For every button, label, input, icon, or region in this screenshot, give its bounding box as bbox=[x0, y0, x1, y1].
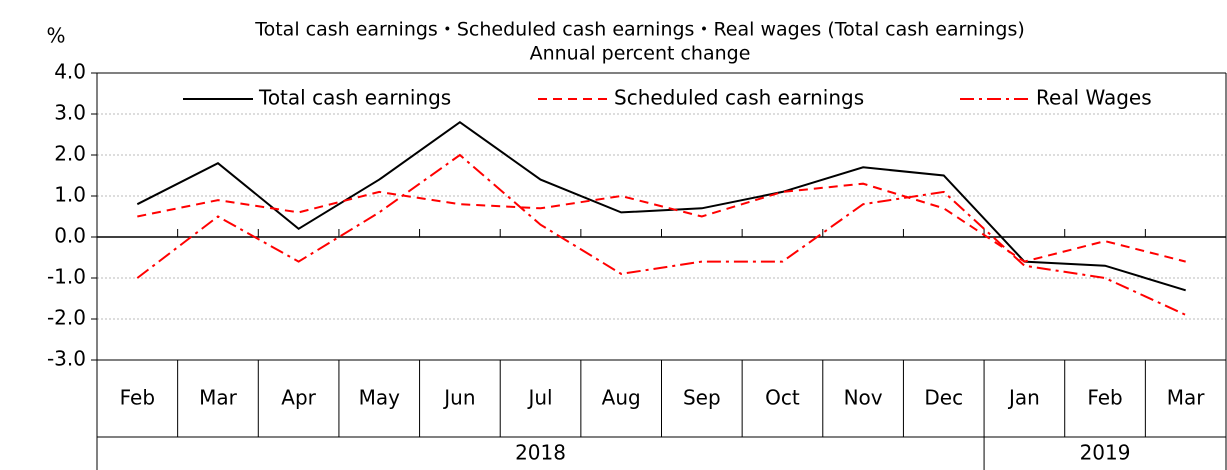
x-tick-label: Sep bbox=[683, 386, 721, 410]
series-line bbox=[136, 120, 1186, 292]
x-tick-label: Feb bbox=[1087, 386, 1122, 410]
x-tick-label: Mar bbox=[199, 386, 238, 410]
x-tick-label: Feb bbox=[120, 386, 155, 410]
legend-label: Total cash earnings bbox=[258, 86, 451, 110]
y-tick-label: 0.0 bbox=[54, 224, 86, 248]
x-tick-label: Dec bbox=[924, 386, 963, 410]
x-tick-label: Aug bbox=[602, 386, 641, 410]
series-line bbox=[136, 153, 1187, 316]
y-tick-label: 2.0 bbox=[54, 142, 86, 166]
series-line bbox=[137, 182, 1186, 263]
legend-label: Real Wages bbox=[1036, 86, 1152, 110]
chart-subtitle: Annual percent change bbox=[530, 43, 751, 65]
y-tick-label: 4.0 bbox=[54, 60, 86, 84]
x-tick-label: Jan bbox=[1007, 386, 1040, 410]
x-tick-label: Mar bbox=[1167, 386, 1206, 410]
y-tick-label: 3.0 bbox=[54, 101, 86, 125]
x-tick-label: Nov bbox=[844, 386, 883, 410]
group-label: 2018 bbox=[515, 441, 566, 465]
chart-title: Total cash earnings・Scheduled cash earni… bbox=[254, 19, 1025, 41]
x-tick-label: May bbox=[359, 386, 401, 410]
x-tick-label: Apr bbox=[281, 386, 316, 410]
y-axis-label: % bbox=[46, 24, 65, 48]
x-tick-label: Oct bbox=[765, 386, 800, 410]
y-tick-label: -1.0 bbox=[47, 265, 86, 289]
x-tick-label: Jun bbox=[442, 386, 475, 410]
x-tick-label: Jul bbox=[526, 386, 552, 410]
y-tick-label: 1.0 bbox=[54, 183, 86, 207]
y-tick-label: -3.0 bbox=[47, 347, 86, 371]
y-tick-label: -2.0 bbox=[47, 306, 86, 330]
group-label: 2019 bbox=[1080, 441, 1131, 465]
legend-label: Scheduled cash earnings bbox=[614, 86, 864, 110]
